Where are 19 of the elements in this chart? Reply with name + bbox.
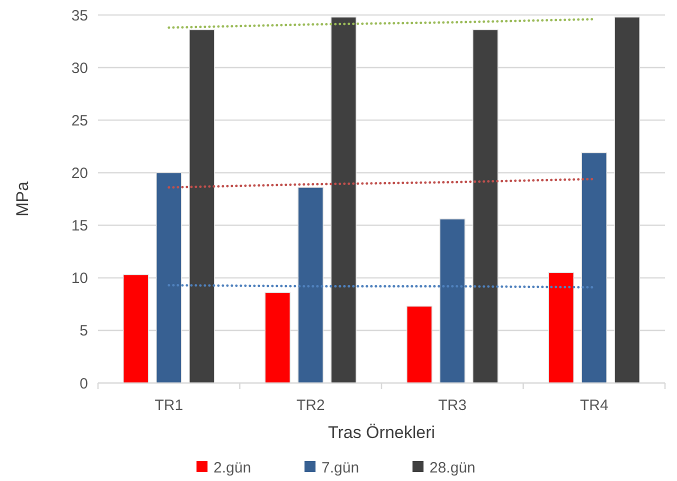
x-tick-label: TR3 — [438, 397, 467, 414]
legend-label: 28.gün — [430, 459, 476, 476]
y-tick-label: 35 — [71, 7, 88, 24]
y-tick-label: 10 — [71, 270, 88, 288]
y-axis-title: MPa — [13, 180, 32, 216]
legend-label: 7.gün — [322, 459, 360, 476]
y-tick-label: 25 — [71, 112, 88, 130]
x-tick-label: TR1 — [154, 397, 184, 414]
line-series — [168, 18, 596, 29]
x-tick-label: TR2 — [296, 397, 325, 414]
y-tick-label: 15 — [71, 218, 88, 235]
y-tick-label: 5 — [80, 322, 88, 340]
y-tick-label: 20 — [71, 164, 88, 182]
line-series — [168, 178, 596, 189]
x-axis-title: Tras Örnekleri — [328, 423, 436, 442]
y-tick-label: 0 — [80, 375, 88, 392]
y-tick-label: 30 — [71, 60, 88, 77]
legend-label: 2.gün — [214, 459, 252, 476]
x-tick-label: TR4 — [580, 397, 608, 414]
